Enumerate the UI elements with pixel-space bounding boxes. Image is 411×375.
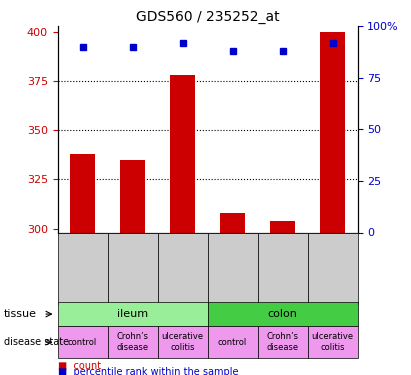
- Bar: [270, 221, 295, 232]
- Text: ulcerative
colitis: ulcerative colitis: [312, 333, 353, 352]
- Bar: [220, 213, 245, 232]
- Text: ulcerative
colitis: ulcerative colitis: [162, 333, 203, 352]
- Text: ■  count: ■ count: [58, 361, 101, 370]
- Text: control: control: [218, 338, 247, 346]
- Bar: [320, 32, 345, 232]
- Bar: [120, 160, 145, 232]
- Text: ileum: ileum: [117, 309, 148, 319]
- Bar: [170, 75, 195, 232]
- Text: Crohn’s
disease: Crohn’s disease: [266, 333, 299, 352]
- Text: control: control: [68, 338, 97, 346]
- Text: ■  percentile rank within the sample: ■ percentile rank within the sample: [58, 368, 238, 375]
- Text: disease state: disease state: [4, 337, 69, 347]
- Text: Crohn’s
disease: Crohn’s disease: [116, 333, 149, 352]
- Text: tissue: tissue: [4, 309, 37, 319]
- Text: colon: colon: [268, 309, 298, 319]
- Bar: [70, 154, 95, 232]
- Title: GDS560 / 235252_at: GDS560 / 235252_at: [136, 10, 279, 24]
